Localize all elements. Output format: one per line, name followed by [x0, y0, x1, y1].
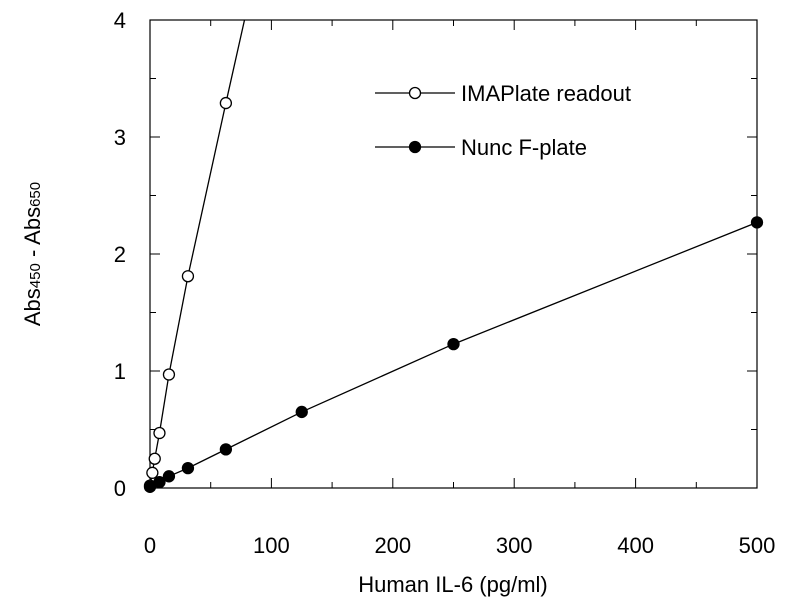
axis-ticks	[149, 19, 758, 489]
plot-frame	[149, 19, 758, 489]
y-axis-title-sub2: 650	[27, 182, 44, 207]
data-point-1	[750, 216, 764, 229]
y-tick-label: 1	[114, 359, 126, 384]
data-point-1	[162, 470, 176, 483]
data-point-0	[181, 270, 195, 283]
x-tick-label: 500	[739, 533, 776, 558]
data-point-1	[219, 443, 233, 456]
data-point-1	[295, 405, 308, 419]
data-point-0	[162, 368, 176, 381]
marker-layer	[143, 96, 764, 493]
legend-label: IMAPlate readout	[461, 81, 631, 106]
y-tick-label: 3	[114, 125, 126, 150]
legend-marker	[408, 86, 422, 100]
x-tick-label: 200	[374, 533, 411, 558]
legend-label: Nunc F-plate	[461, 135, 587, 160]
y-axis-title-tail: Abs	[20, 207, 45, 245]
y-tick-label: 4	[114, 8, 126, 33]
x-axis-title: Human IL-6 (pg/ml)	[358, 572, 548, 597]
series-layer	[150, 20, 757, 488]
x-tick-label: 0	[144, 533, 156, 558]
data-point-0	[148, 452, 161, 465]
y-axis-title: Abs450 - Abs650	[20, 182, 45, 326]
y-tick-label: 2	[114, 242, 126, 267]
x-tick-label: 400	[617, 533, 654, 558]
y-axis-title-base: Abs	[20, 288, 45, 326]
series-line-0	[150, 20, 246, 486]
legend-marker	[408, 140, 422, 154]
legend: IMAPlate readout Nunc F-plate	[375, 81, 631, 160]
axis-tick-labels: 0 100 200 300 400 500 0 1 2 3 4	[114, 8, 776, 558]
x-tick-label: 100	[253, 533, 290, 558]
x-tick-label: 300	[496, 533, 533, 558]
data-point-1	[181, 461, 195, 475]
data-point-0	[146, 466, 159, 479]
data-point-0	[219, 96, 233, 110]
y-tick-label: 0	[114, 476, 126, 501]
y-axis-title-sep: -	[20, 245, 45, 263]
data-point-1	[447, 337, 460, 351]
series-line-1	[150, 221, 757, 488]
data-point-0	[153, 426, 166, 440]
y-axis-title-sub1: 450	[27, 263, 44, 288]
data-point-1	[153, 475, 166, 489]
